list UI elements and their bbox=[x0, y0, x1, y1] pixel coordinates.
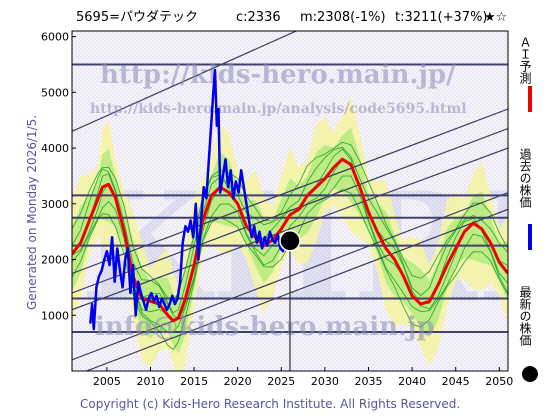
forecast-scenario-line bbox=[72, 188, 508, 351]
legend-swatch bbox=[522, 366, 538, 382]
latest-price-marker bbox=[279, 230, 301, 371]
watermark-email: info@kids-hero.main.jp bbox=[95, 312, 435, 342]
x-tick-label: 2030 bbox=[311, 375, 339, 388]
x-tick-label: 2040 bbox=[398, 375, 426, 388]
y-tick-label: 5000 bbox=[41, 86, 69, 99]
y-tick-label: 1000 bbox=[41, 309, 69, 322]
watermark-url: http://kids-hero.main.jp/ bbox=[100, 60, 456, 90]
x-tick-label: 2050 bbox=[485, 375, 513, 388]
y-tick-label: 2000 bbox=[41, 254, 69, 267]
target-price: t:3211(+37%) bbox=[395, 10, 488, 25]
x-tick-label: 2025 bbox=[267, 375, 295, 388]
y-tick-label: 4000 bbox=[41, 142, 69, 155]
ai-forecast-line bbox=[72, 157, 508, 323]
current-price: c:2336 bbox=[236, 10, 281, 25]
x-tick-label: 2020 bbox=[224, 375, 252, 388]
y-tick-label: 6000 bbox=[41, 31, 69, 44]
x-tick-label: 2010 bbox=[136, 375, 164, 388]
x-tick-label: 2035 bbox=[354, 375, 382, 388]
generated-date: Generated on Monday 2026/1/5. bbox=[25, 115, 39, 310]
trend-line bbox=[72, 147, 508, 311]
latest-price-dot bbox=[279, 230, 301, 252]
legend-label: 最新の株価 bbox=[518, 286, 532, 346]
x-tick-label: 2005 bbox=[93, 375, 121, 388]
legend-label: ＡＩ予測 bbox=[518, 36, 532, 85]
stock-name: 5695=パウダテック bbox=[76, 10, 198, 25]
x-tick-label: 2015 bbox=[180, 375, 208, 388]
trend-line bbox=[72, 31, 298, 132]
y-axis: 1000 2000 3000 4000 5000 6000 bbox=[41, 31, 76, 322]
x-tick-label: 2045 bbox=[442, 375, 470, 388]
copyright: Copyright (c) Kids-Hero Research Institu… bbox=[80, 397, 460, 411]
legend-label: 過去の株価 bbox=[518, 148, 532, 208]
y-tick-label: 3000 bbox=[41, 198, 69, 211]
mean-price: m:2308(-1%) bbox=[300, 10, 386, 25]
plot-frame bbox=[71, 30, 509, 372]
rating-stars: ★☆ bbox=[484, 10, 507, 25]
trend-line bbox=[72, 108, 508, 275]
x-axis: 2005 2010 2015 2020 2025 2030 2035 2040 2045 2050 bbox=[93, 367, 513, 388]
historical-price-line bbox=[89, 68, 290, 331]
header: 5695=パウダテック c:2336 m:2308(-1%) t:3211(+3… bbox=[76, 10, 507, 25]
forecast-scenario-line bbox=[72, 141, 508, 302]
trend-line bbox=[72, 127, 508, 294]
watermark-url-analysis: http://kids-hero.main.jp/analysis/code56… bbox=[90, 101, 467, 117]
series-lines bbox=[72, 68, 508, 331]
